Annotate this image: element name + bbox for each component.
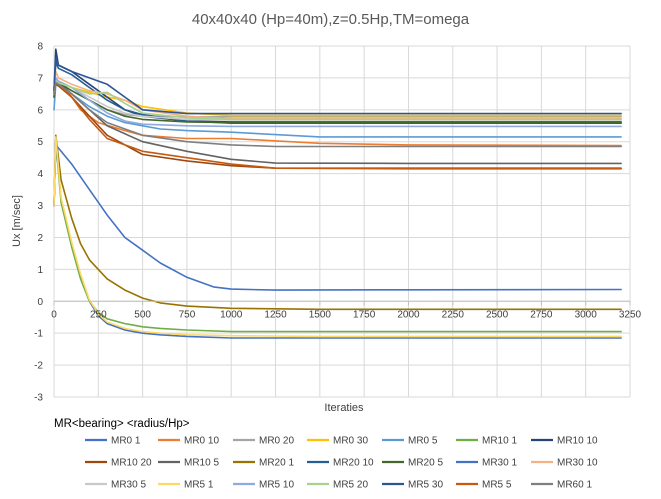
legend-item: MR5 30 [382,480,443,491]
series-line [53,134,622,311]
x-tick-label: 1250 [264,309,287,320]
legend-label: MR0 10 [184,436,219,447]
y-tick-label: 3 [37,201,43,212]
x-tick-label: 2500 [486,309,509,320]
legend-item: MR5 10 [233,480,294,491]
legend-item: MR10 5 [158,458,219,469]
legend-item: MR10 1 [456,436,517,447]
x-tick-label: 2250 [442,309,465,320]
y-tick-label: 1 [37,265,43,276]
legend-label: MR5 20 [333,480,368,491]
x-axis-label: Iteraties [324,402,364,414]
y-tick-label: -3 [34,393,43,404]
legend-label: MR0 20 [259,436,294,447]
legend-label: MR30 5 [111,480,146,491]
y-tick-label: -2 [34,361,43,372]
x-tick-label: 1000 [220,309,243,320]
legend-label: MR60 1 [557,480,592,491]
legend-item: MR5 5 [456,480,512,491]
chart-title: 40x40x40 (Hp=40m),z=0.5Hp,TM=omega [192,11,470,28]
legend-title: MR<bearing> <radius/Hp> [54,418,190,430]
y-axis-label: Ux [m/sec] [11,195,23,247]
x-tick-label: 2000 [397,309,420,320]
legend-item: MR30 1 [456,458,517,469]
x-tick-label: 1500 [309,309,332,320]
x-tick-label: 3000 [575,309,598,320]
legend-label: MR0 1 [111,436,141,447]
legend-item: MR0 30 [307,436,368,447]
legend-label: MR10 10 [557,436,598,447]
y-tick-labels: -3 -2 -1 0 1 2 3 4 5 6 7 8 [34,42,43,404]
x-tick-label: 500 [134,309,151,320]
y-tick-label: 4 [37,169,43,180]
y-tick-label: 0 [37,297,43,308]
legend-label: MR0 5 [408,436,438,447]
legend-item: MR20 10 [307,458,374,469]
x-tick-label: 2750 [530,309,553,320]
legend-item: MR0 20 [233,436,294,447]
legend-label: MR5 5 [482,480,512,491]
series-line [53,144,622,291]
series-line [53,140,622,333]
legend-item: MR0 1 [85,436,141,447]
legend-item: MR30 5 [85,480,146,491]
legend-label: MR10 20 [111,458,152,469]
series-line [53,81,622,148]
legend-label: MR5 10 [259,480,294,491]
legend-label: MR20 5 [408,458,443,469]
y-tick-label: -1 [34,329,43,340]
legend: MR0 1 MR0 10 MR0 20 MR0 30 MR0 5 MR10 1 MR10 1… [85,436,598,491]
legend-item: MR0 5 [382,436,438,447]
legend-item: MR10 20 [85,458,152,469]
x-axis-line [53,300,631,306]
series-lines [53,48,622,339]
legend-label: MR20 10 [333,458,374,469]
legend-item: MR5 1 [158,480,214,491]
x-tick-label: 750 [179,309,196,320]
series-line [53,77,622,128]
legend-item: MR20 1 [233,458,294,469]
y-tick-label: 8 [37,42,43,53]
x-tick-label: 250 [90,309,107,320]
series-line [53,136,622,338]
x-tick-label: 3250 [619,309,642,320]
legend-label: MR30 1 [482,458,517,469]
legend-label: MR5 30 [408,480,443,491]
legend-label: MR0 30 [333,436,368,447]
legend-label: MR5 1 [184,480,214,491]
legend-item: MR20 5 [382,458,443,469]
y-tick-label: 5 [37,137,43,148]
legend-item: MR10 10 [531,436,598,447]
x-tick-labels: 0 250 500 750 1000 1250 1500 1750 2000 2250 2500 27… [51,309,641,320]
legend-label: MR10 5 [184,458,219,469]
legend-item: MR60 1 [531,480,592,491]
x-tick-label: 1750 [353,309,376,320]
legend-label: MR20 1 [259,458,294,469]
y-tick-label: 7 [37,73,43,84]
series-line [53,80,622,121]
legend-item: MR5 20 [307,480,368,491]
y-tick-label: 2 [37,233,43,244]
legend-label: MR30 10 [557,458,598,469]
legend-item: MR0 10 [158,436,219,447]
x-tick-label: 0 [51,309,57,320]
series-line [53,57,622,115]
y-tick-label: 6 [37,105,43,116]
legend-item: MR30 10 [531,458,598,469]
legend-label: MR10 1 [482,436,517,447]
